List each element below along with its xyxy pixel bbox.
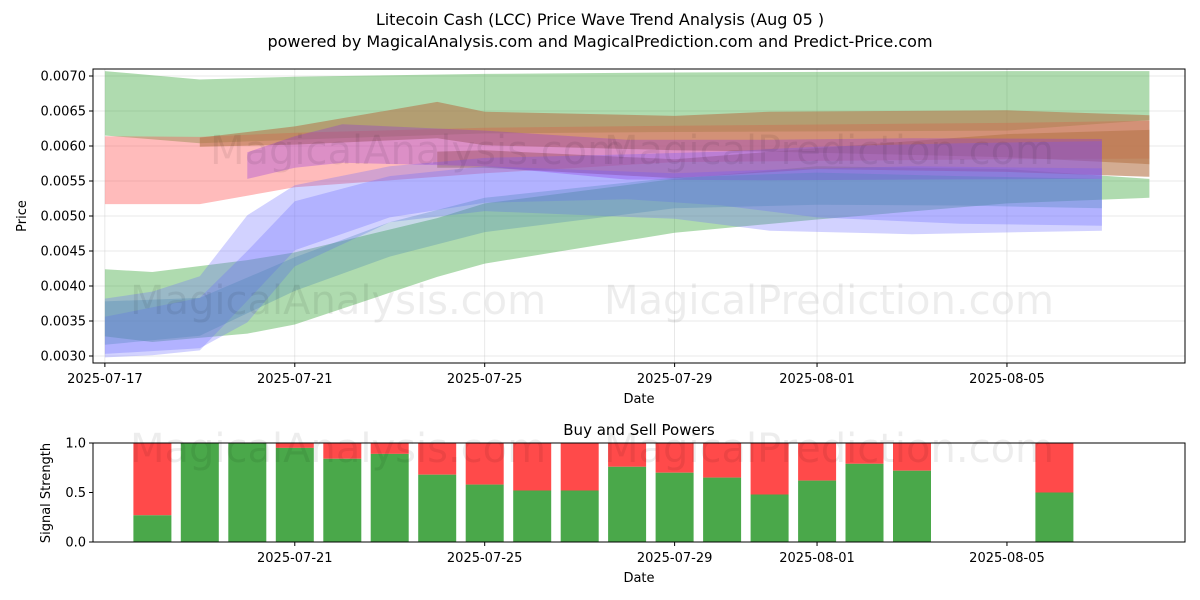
watermark-5: MagicalAnalysis.com: [130, 426, 546, 472]
signal-title: Buy and Sell Powers: [563, 421, 715, 439]
sell-bar: [608, 443, 647, 467]
watermark-1: MagicalAnalysis.com: [210, 128, 626, 174]
price-y-tick-label: 0.0030: [41, 350, 87, 365]
signal-x-tick-label: 2025-07-21: [257, 551, 333, 566]
sell-bar: [513, 443, 552, 491]
buy-bar: [370, 453, 409, 542]
watermark-2: MagicalPrediction.com: [604, 128, 1054, 174]
chart-title: Litecoin Cash (LCC) Price Wave Trend Ana…: [376, 10, 824, 29]
price-x-tick-label: 2025-08-05: [969, 372, 1045, 387]
buy-bar: [703, 477, 742, 542]
sell-bar: [1035, 443, 1074, 493]
price-ticks: 2025-07-17 2025-07-21 2025-07-25 2025-07-29…: [41, 70, 1045, 388]
price-x-tick-label: 2025-07-29: [637, 372, 713, 387]
price-band-green: [104, 166, 1150, 342]
sell-bar: [750, 443, 789, 495]
price-band-blue: [104, 166, 1102, 354]
sell-bar: [845, 443, 884, 464]
price-x-tick-label: 2025-08-01: [779, 372, 855, 387]
buy-bar: [180, 443, 219, 542]
price-y-tick-label: 0.0045: [41, 245, 87, 260]
sell-bar: [798, 443, 837, 481]
signal-y-tick-label: 0.5: [65, 486, 86, 501]
price-band-teal: [104, 172, 1102, 345]
price-x-label: Date: [623, 392, 654, 407]
signal-x-tick-label: 2025-08-01: [779, 551, 855, 566]
chart-subtitle: powered by MagicalAnalysis.com and Magic…: [267, 32, 932, 51]
buy-bar: [275, 447, 314, 542]
buy-bar: [845, 463, 884, 542]
watermark-4: MagicalPrediction.com: [604, 278, 1054, 324]
price-y-label: Price: [15, 200, 30, 232]
buy-bar: [513, 490, 552, 542]
signal-bars: [133, 443, 1074, 542]
sell-bar: [465, 443, 504, 485]
price-bands: [104, 71, 1150, 358]
buy-bar: [608, 466, 647, 542]
sell-bar: [560, 443, 599, 491]
signal-ticks: 2025-07-21 2025-07-25 2025-07-29 2025-08-01…: [65, 437, 1044, 567]
signal-x-tick-label: 2025-07-25: [447, 551, 523, 566]
buy-bar: [798, 480, 837, 542]
sell-bar: [655, 443, 694, 473]
buy-bar: [418, 474, 457, 542]
signal-y-tick-label: 0.0: [65, 536, 86, 551]
sell-bar: [418, 443, 457, 475]
buy-bar: [465, 484, 504, 542]
buy-bar: [323, 458, 362, 542]
sell-bar: [323, 443, 362, 459]
signal-x-label: Date: [623, 571, 654, 586]
buy-bar: [560, 490, 599, 542]
sell-bar: [703, 443, 742, 478]
price-x-tick-label: 2025-07-25: [447, 372, 523, 387]
signal-panel: Buy and Sell Powers MagicalAnalysis.com …: [39, 421, 1186, 586]
price-panel: MagicalAnalysis.com MagicalPrediction.co…: [15, 68, 1186, 407]
watermark-3: MagicalAnalysis.com: [130, 278, 546, 324]
price-band-purple: [247, 124, 1102, 181]
buy-bar: [228, 443, 267, 542]
price-y-tick-label: 0.0060: [41, 140, 87, 155]
price-y-tick-label: 0.0035: [41, 315, 87, 330]
price-band-blue: [104, 141, 1102, 358]
signal-x-tick-label: 2025-07-29: [637, 551, 713, 566]
buy-bar: [655, 472, 694, 542]
watermark-6: MagicalPrediction.com: [604, 426, 1054, 472]
buy-bar: [893, 470, 931, 542]
price-y-tick-label: 0.0065: [41, 105, 87, 120]
buy-bar: [1035, 492, 1074, 542]
buy-bar: [750, 494, 789, 542]
price-y-tick-label: 0.0055: [41, 175, 87, 190]
sell-bar: [893, 443, 931, 471]
price-y-tick-label: 0.0050: [41, 210, 87, 225]
sell-bar: [275, 443, 314, 448]
signal-x-tick-label: 2025-08-05: [969, 551, 1045, 566]
buy-bar: [133, 515, 172, 542]
price-x-tick-label: 2025-07-21: [257, 372, 333, 387]
price-y-tick-label: 0.0040: [41, 280, 87, 295]
signal-y-tick-label: 1.0: [65, 437, 86, 452]
price-band-brown: [437, 129, 1150, 179]
sell-bar: [370, 443, 409, 454]
price-x-tick-label: 2025-07-17: [67, 372, 143, 387]
sell-bar: [133, 443, 172, 516]
price-y-tick-label: 0.0070: [41, 70, 87, 85]
signal-y-label: Signal Strength: [39, 443, 54, 543]
